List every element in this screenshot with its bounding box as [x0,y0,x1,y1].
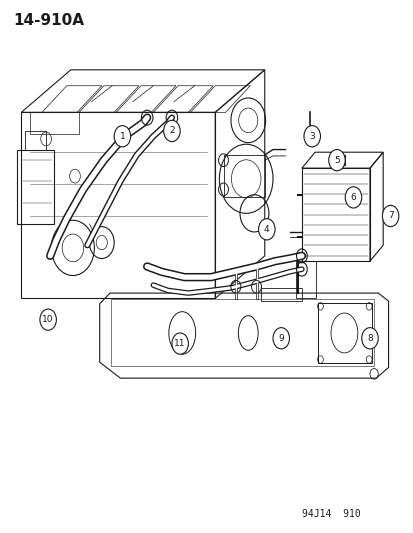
Text: 8: 8 [366,334,372,343]
Circle shape [114,126,131,147]
Text: 4: 4 [263,225,269,234]
Text: 94J14  910: 94J14 910 [301,509,360,519]
Circle shape [258,219,274,240]
Circle shape [163,120,180,142]
Circle shape [40,309,56,330]
Text: 14-910A: 14-910A [13,13,84,28]
Circle shape [382,205,398,227]
Circle shape [328,150,344,171]
Text: 9: 9 [278,334,283,343]
Circle shape [171,333,188,354]
Text: 1: 1 [119,132,125,141]
Text: 7: 7 [387,212,392,221]
Text: 11: 11 [174,339,185,348]
Circle shape [303,126,320,147]
Circle shape [344,187,361,208]
Text: 2: 2 [169,126,174,135]
Circle shape [361,328,377,349]
Text: 5: 5 [333,156,339,165]
Text: 10: 10 [42,315,54,324]
Text: 3: 3 [309,132,314,141]
Text: 6: 6 [350,193,356,202]
Circle shape [272,328,289,349]
